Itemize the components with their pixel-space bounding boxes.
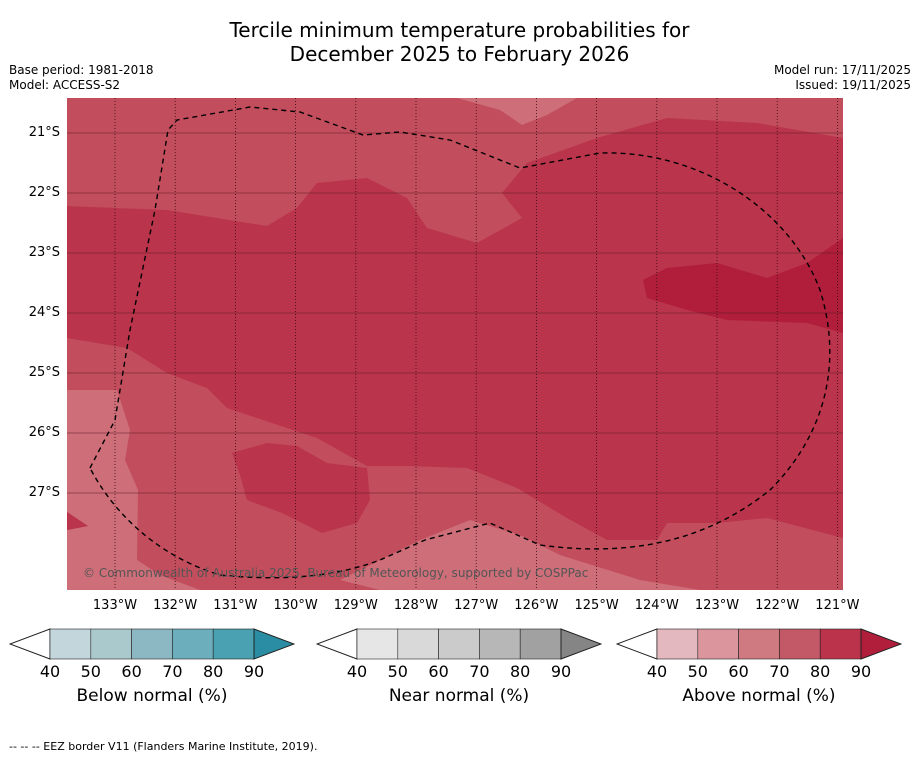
colorbar-swatch — [656, 628, 699, 660]
latitude-label: 23°S — [28, 245, 60, 260]
colorbar-tick: 60 — [728, 662, 749, 681]
longitude-label: 128°W — [393, 598, 439, 613]
latitude-label: 22°S — [28, 185, 60, 200]
colorbar-tick: 90 — [243, 662, 265, 681]
colorbar-above: 40 50 60 70 80 90 Above normal (%) — [616, 628, 902, 718]
eez-footnote: -- -- -- EEZ border V11 (Flanders Marine… — [9, 740, 318, 753]
colorbar-tick: 70 — [162, 662, 183, 681]
colorbar-max-extend — [860, 628, 902, 660]
title-line-2: December 2025 to February 2026 — [289, 42, 630, 66]
colorbar-tick: 90 — [550, 662, 572, 681]
colorbar-tick: 80 — [510, 662, 531, 681]
graticule — [67, 98, 843, 590]
colorbar-swatch — [397, 628, 439, 660]
longitude-label: 125°W — [574, 598, 619, 613]
colorbar-swatch — [212, 628, 255, 660]
latitude-label: 27°S — [28, 485, 60, 500]
colorbar-swatch — [356, 628, 399, 660]
eez-border — [89, 106, 831, 579]
longitude-label: 127°W — [454, 598, 499, 613]
probability-map — [67, 98, 843, 590]
colorbar-below: 40 50 60 70 80 90 Below normal (%) — [9, 628, 295, 718]
colorbar-tick: 50 — [387, 662, 408, 681]
colorbar-tick: 70 — [769, 662, 790, 681]
colorbar-max-extend — [560, 628, 602, 660]
longitude-label: 126°W — [514, 598, 559, 613]
colorbar-min-extend — [316, 628, 358, 660]
colorbar-swatch — [519, 628, 562, 660]
region-60-70-south — [340, 520, 700, 590]
meta-left: Base period: 1981-2018 Model: ACCESS-S2 — [9, 63, 154, 93]
colorbar-swatch — [697, 628, 739, 660]
region-90-plus — [643, 238, 843, 333]
latitude-label: 21°S — [28, 125, 60, 140]
colorbar-swatch — [819, 628, 862, 660]
longitude-label: 124°W — [634, 598, 679, 613]
title-line-1: Tercile minimum temperature probabilitie… — [229, 18, 690, 42]
region-80-90-patch — [232, 443, 370, 533]
colorbar-tick: 70 — [469, 662, 490, 681]
latitude-label: 25°S — [28, 365, 60, 380]
longitude-label: 133°W — [92, 598, 138, 613]
model-name: Model: ACCESS-S2 — [9, 78, 121, 92]
base-period: Base period: 1981-2018 — [9, 63, 154, 77]
region-60-70-west — [67, 390, 200, 590]
colorbar-swatch — [131, 628, 173, 660]
colorbar-swatch — [738, 628, 780, 660]
colorbar-swatch — [779, 628, 821, 660]
colorbar-tick: 50 — [687, 662, 708, 681]
colorbar-swatch — [479, 628, 521, 660]
longitude-label: 123°W — [694, 598, 740, 613]
colorbar-near: 40 50 60 70 80 90 Near normal (%) — [316, 628, 602, 718]
colorbar-tick: 80 — [203, 662, 224, 681]
longitude-label: 121°W — [815, 598, 860, 613]
colorbar-tick: 50 — [80, 662, 101, 681]
longitude-label: 131°W — [213, 598, 258, 613]
colorbar-max-extend — [253, 628, 295, 660]
colorbar-tick: 40 — [39, 662, 61, 681]
colorbar-tick: 40 — [346, 662, 368, 681]
colorbar-swatch — [438, 628, 480, 660]
colorbar-swatch — [49, 628, 92, 660]
longitude-label: 122°W — [755, 598, 800, 613]
longitude-label: 132°W — [153, 598, 198, 613]
colorbar-swatch — [90, 628, 132, 660]
region-60-70-north — [457, 98, 577, 125]
colorbar-label: Above normal (%) — [682, 686, 836, 706]
colorbar-tick: 40 — [646, 662, 668, 681]
meta-right: Model run: 17/11/2025 Issued: 19/11/2025 — [774, 63, 911, 93]
colorbar-tick: 80 — [810, 662, 831, 681]
colorbar-min-extend — [616, 628, 658, 660]
colorbar-swatch — [172, 628, 214, 660]
longitude-label: 129°W — [333, 598, 378, 613]
colorbar-label: Below normal (%) — [76, 686, 228, 706]
longitude-label: 130°W — [273, 598, 318, 613]
copyright-notice: © Commonwealth of Australia 2025, Bureau… — [83, 566, 589, 580]
colorbar-min-extend — [9, 628, 51, 660]
latitude-label: 24°S — [28, 305, 60, 320]
figure-title: Tercile minimum temperature probabilitie… — [0, 18, 919, 66]
colorbar-tick: 60 — [428, 662, 449, 681]
colorbar-label: Near normal (%) — [388, 686, 530, 706]
colorbar-tick: 90 — [850, 662, 872, 681]
colorbar-tick: 60 — [121, 662, 142, 681]
region-80-90 — [67, 118, 843, 540]
latitude-label: 26°S — [28, 425, 60, 440]
region-80-90-corner — [67, 512, 88, 530]
model-run: Model run: 17/11/2025 — [773, 63, 911, 77]
issued-date: Issued: 19/11/2025 — [795, 78, 911, 92]
